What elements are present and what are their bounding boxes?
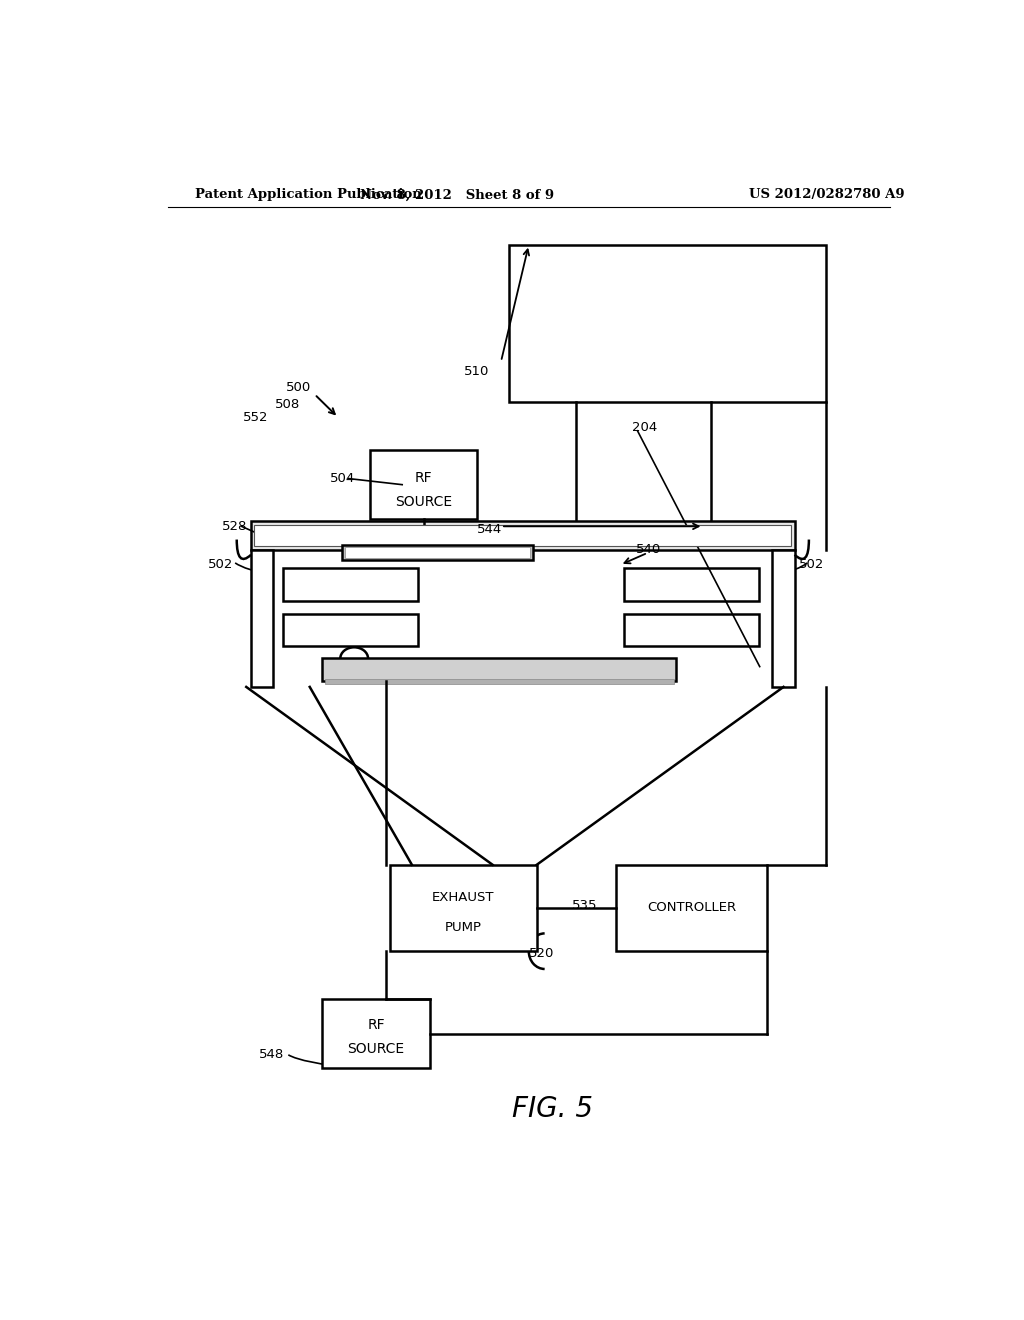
- Bar: [251, 521, 795, 549]
- Bar: [772, 549, 795, 686]
- Text: 520: 520: [528, 946, 554, 960]
- Bar: [370, 450, 477, 519]
- Bar: [616, 865, 767, 952]
- Bar: [325, 678, 674, 684]
- Bar: [624, 568, 759, 601]
- Bar: [251, 549, 273, 686]
- Bar: [254, 525, 792, 545]
- Bar: [345, 546, 530, 558]
- Bar: [390, 865, 537, 952]
- Text: 504: 504: [331, 473, 355, 484]
- Bar: [624, 614, 759, 647]
- Text: CONTROLLER: CONTROLLER: [647, 902, 736, 915]
- Text: 540: 540: [636, 544, 662, 556]
- Text: 552: 552: [243, 411, 268, 424]
- Text: 500: 500: [286, 380, 311, 393]
- Text: RF: RF: [415, 471, 432, 484]
- Text: US 2012/0282780 A9: US 2012/0282780 A9: [749, 189, 904, 202]
- Bar: [283, 614, 418, 647]
- Text: Patent Application Publication: Patent Application Publication: [196, 189, 422, 202]
- Text: FIG. 5: FIG. 5: [512, 1094, 593, 1123]
- Text: SOURCE: SOURCE: [395, 495, 453, 510]
- Text: 548: 548: [259, 1048, 285, 1061]
- Text: EXHAUST: EXHAUST: [432, 891, 495, 904]
- Bar: [509, 244, 826, 403]
- Text: Nov. 8, 2012   Sheet 8 of 9: Nov. 8, 2012 Sheet 8 of 9: [360, 189, 554, 202]
- Text: PUMP: PUMP: [444, 920, 482, 933]
- Bar: [283, 568, 418, 601]
- Text: 508: 508: [274, 397, 300, 411]
- Text: 544: 544: [477, 523, 503, 536]
- Bar: [323, 999, 430, 1068]
- Bar: [323, 659, 676, 681]
- Text: 535: 535: [572, 899, 598, 912]
- Text: RF: RF: [368, 1018, 385, 1032]
- Text: 204: 204: [632, 421, 657, 434]
- Text: 502: 502: [208, 558, 233, 572]
- Text: 502: 502: [800, 558, 824, 572]
- Text: 510: 510: [464, 366, 489, 379]
- Text: SOURCE: SOURCE: [347, 1041, 404, 1056]
- Text: 528: 528: [221, 520, 247, 533]
- Bar: [342, 545, 532, 560]
